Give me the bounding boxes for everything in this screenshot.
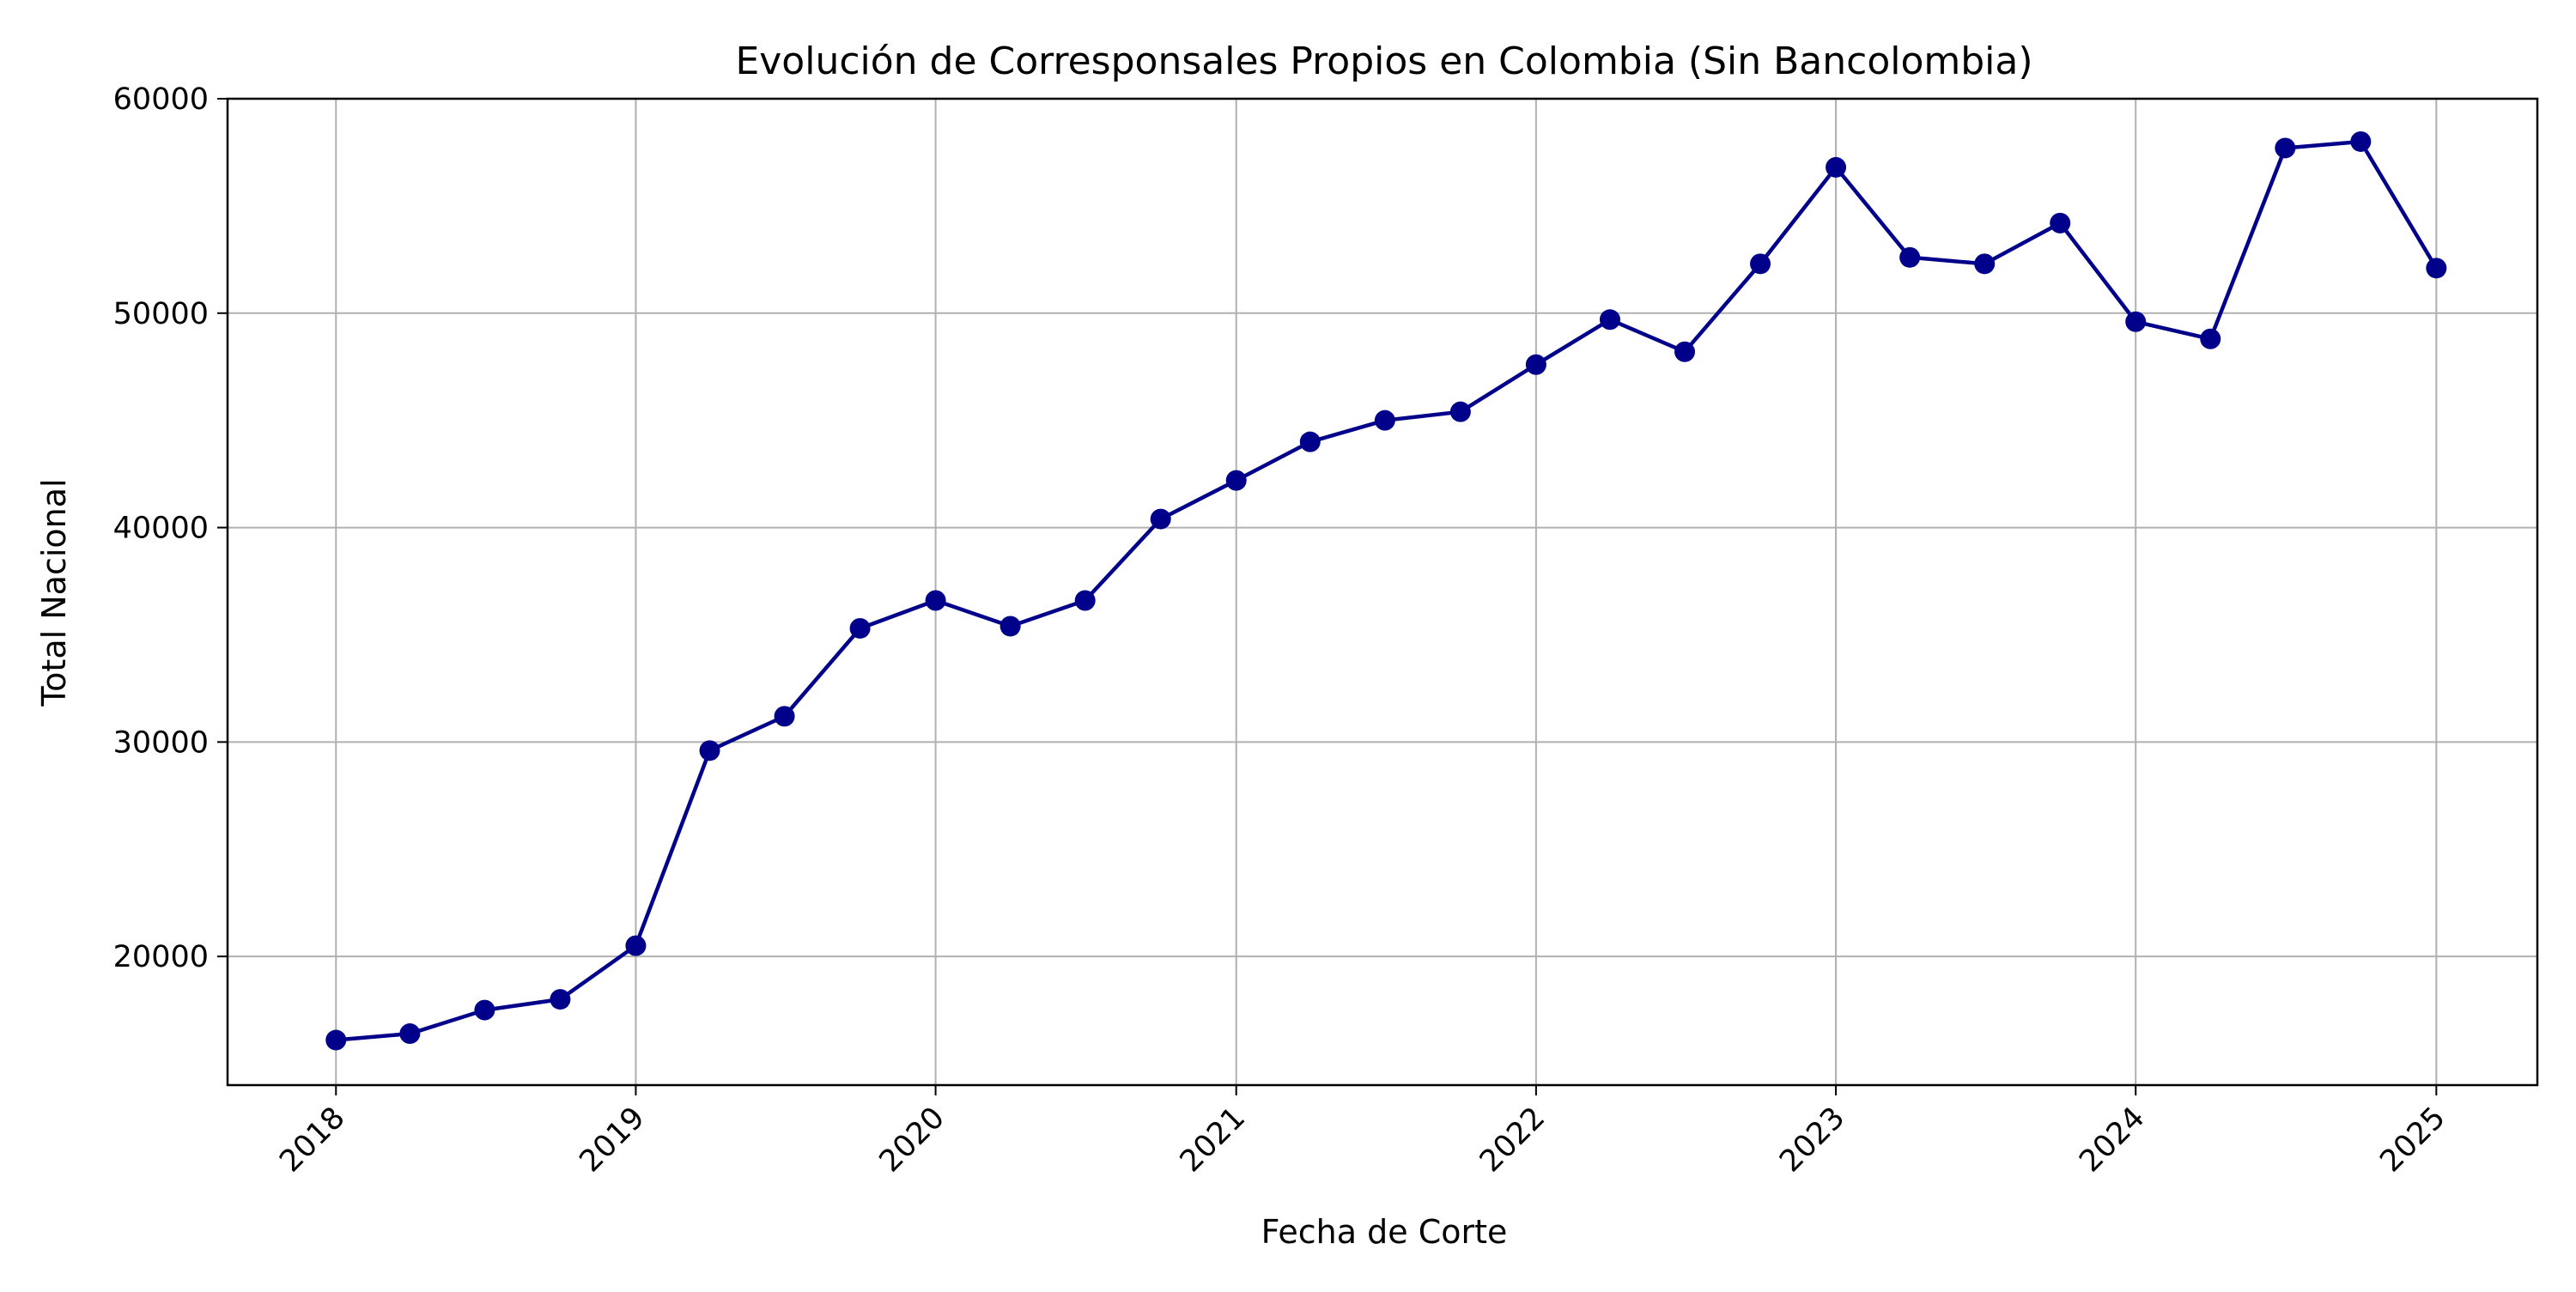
data-point xyxy=(2200,328,2221,349)
series-layer xyxy=(325,130,2447,1051)
data-point xyxy=(625,935,647,956)
data-point xyxy=(1674,341,1696,362)
y-tick-label: 40000 xyxy=(113,512,209,546)
data-point xyxy=(925,590,946,611)
data-point xyxy=(1750,253,1771,275)
y-tick-label: 60000 xyxy=(113,82,209,117)
data-point xyxy=(1599,309,1620,331)
data-point xyxy=(1826,156,1847,178)
data-point xyxy=(550,989,571,1010)
data-point xyxy=(774,706,795,727)
data-point xyxy=(1974,253,1996,275)
y-tick-label: 20000 xyxy=(113,940,209,974)
data-point xyxy=(699,740,720,761)
data-point xyxy=(2426,258,2447,279)
y-axis-label: Total Nacional xyxy=(35,478,73,707)
chart-title: Evolución de Corresponsales Propios en C… xyxy=(735,39,2032,83)
data-point xyxy=(999,616,1021,637)
data-point xyxy=(1299,431,1321,452)
data-point xyxy=(2125,311,2147,332)
data-point xyxy=(1150,508,1171,530)
data-point xyxy=(1374,409,1395,431)
data-point xyxy=(1899,246,1921,268)
data-point xyxy=(1074,590,1096,611)
data-point xyxy=(849,617,871,639)
x-axis-label: Fecha de Corte xyxy=(1261,1213,1508,1251)
data-point xyxy=(2275,137,2296,159)
data-point xyxy=(325,1029,347,1051)
data-point xyxy=(1449,401,1471,422)
data-point xyxy=(1525,354,1546,375)
data-point xyxy=(474,999,495,1021)
y-tick-label: 50000 xyxy=(113,297,209,331)
data-point xyxy=(2350,130,2372,152)
data-point xyxy=(2050,212,2071,234)
y-tick-label: 30000 xyxy=(113,725,209,760)
plot-frame xyxy=(226,97,2539,1087)
data-point xyxy=(1225,470,1247,491)
data-point xyxy=(399,1023,421,1045)
